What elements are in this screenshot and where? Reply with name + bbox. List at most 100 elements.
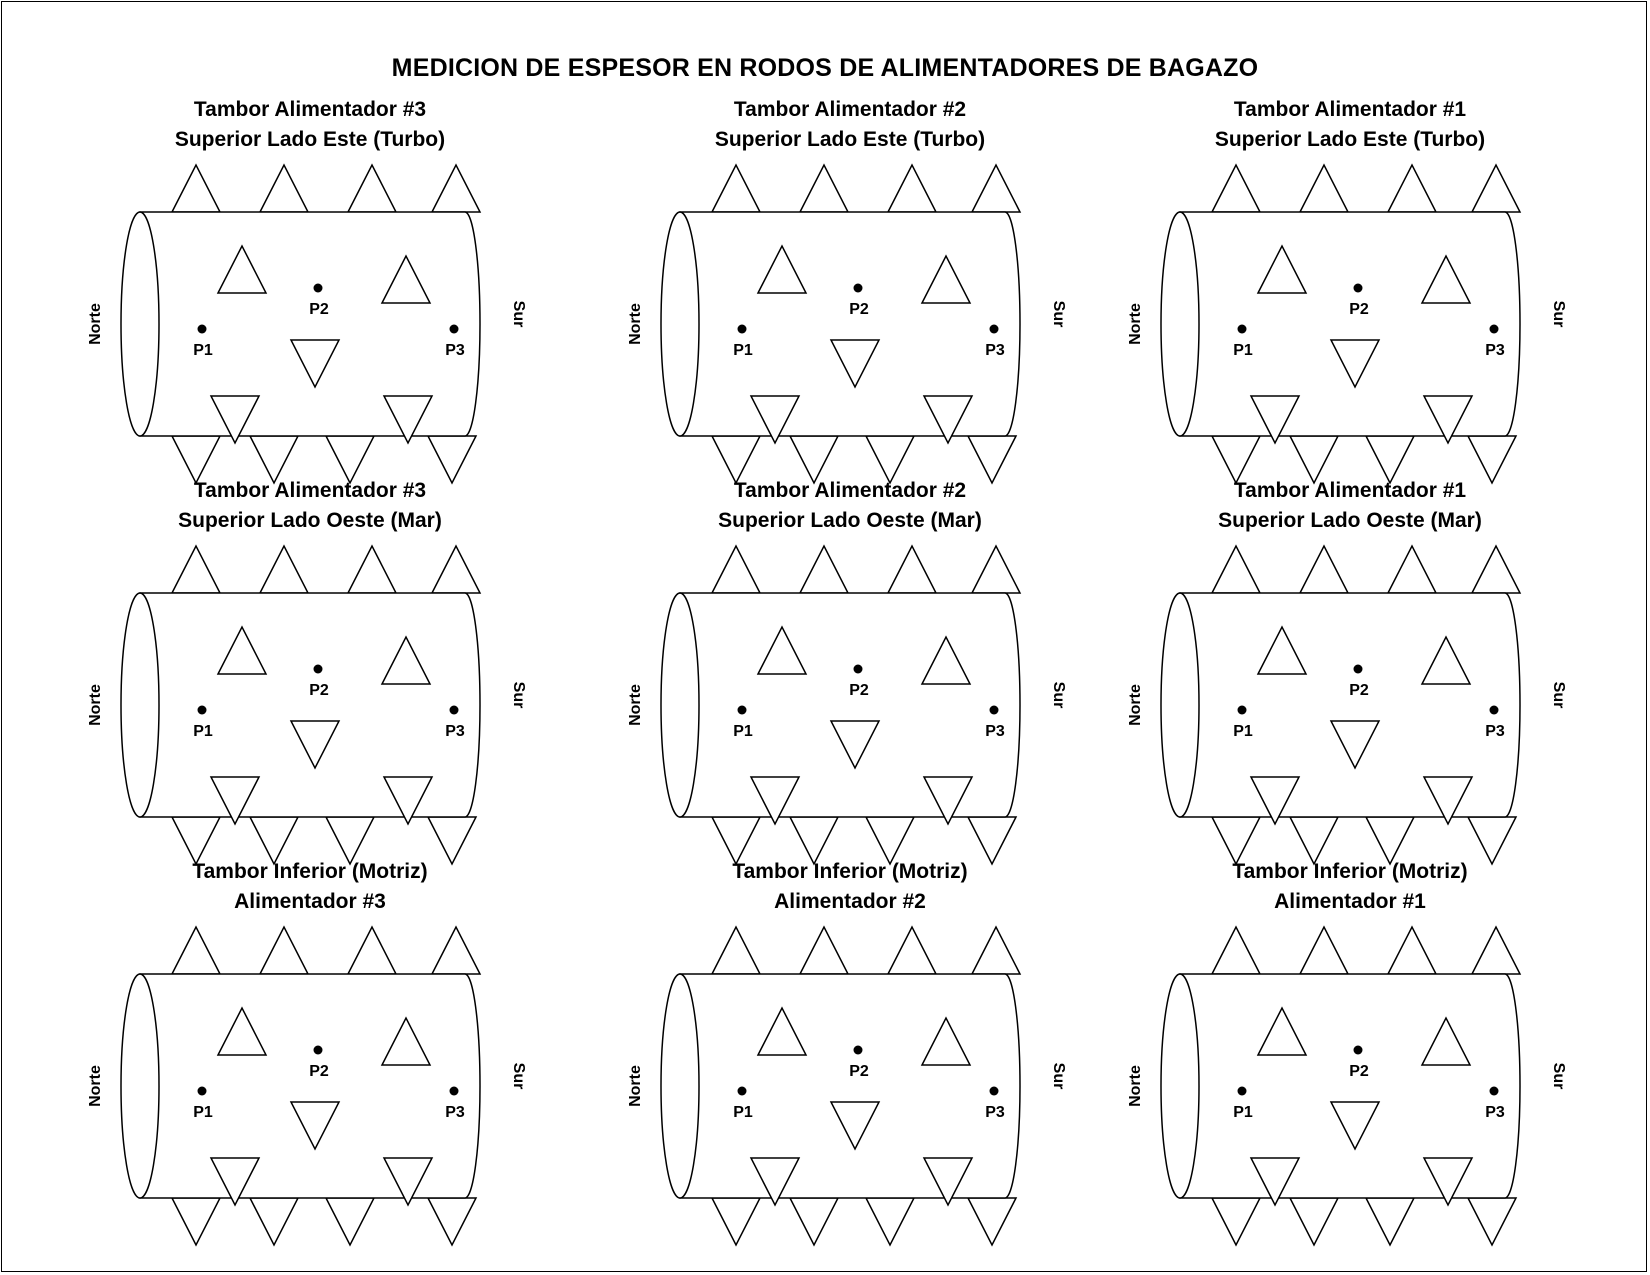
- drum-end-face: [660, 973, 700, 1199]
- surface-tooth-down: [289, 720, 341, 770]
- top-tooth: [1386, 544, 1438, 594]
- north-side-label: Norte: [627, 303, 644, 345]
- surface-tooth-down: [829, 339, 881, 389]
- top-tooth: [1298, 544, 1350, 594]
- bottom-tooth: [966, 1197, 1018, 1247]
- edge-tooth-down: [1249, 776, 1301, 826]
- measurement-point-label: P2: [1349, 1063, 1369, 1080]
- drum-subtitle: Superior Lado Este (Turbo): [715, 128, 985, 151]
- drum-title: Tambor Alimentador #2: [734, 98, 966, 121]
- measurement-point-label: P2: [1349, 682, 1369, 699]
- north-side-label: Norte: [87, 684, 104, 726]
- edge-tooth-down: [382, 776, 434, 826]
- surface-tooth-up: [920, 1016, 972, 1066]
- edge-tooth-down: [209, 1157, 261, 1207]
- measurement-point-label: P3: [445, 342, 465, 359]
- drum-subtitle: Superior Lado Oeste (Mar): [1218, 509, 1482, 532]
- bottom-tooth: [1210, 435, 1262, 485]
- measurement-point-marker: [313, 664, 323, 674]
- south-side-label: Sur: [1550, 682, 1567, 709]
- south-side-label: Sur: [1550, 1063, 1567, 1090]
- top-tooth: [430, 163, 482, 213]
- top-tooth: [710, 163, 762, 213]
- bottom-tooth: [426, 1197, 478, 1247]
- top-tooth: [1470, 925, 1522, 975]
- north-side-label: Norte: [1127, 684, 1144, 726]
- measurement-point-label: P2: [309, 1063, 329, 1080]
- top-tooth: [1386, 925, 1438, 975]
- north-side-label: Norte: [627, 1065, 644, 1107]
- top-tooth: [1298, 925, 1350, 975]
- measurement-point-marker: [313, 1045, 323, 1055]
- drum-title: Tambor Alimentador #3: [194, 98, 426, 121]
- drum-panel: Tambor Alimentador #1 Superior Lado Este …: [1127, 98, 1567, 485]
- north-side-label: Norte: [1127, 303, 1144, 345]
- top-tooth: [430, 925, 482, 975]
- measurement-point-label: P1: [193, 723, 213, 740]
- edge-tooth-down: [749, 776, 801, 826]
- edge-tooth-down: [922, 1157, 974, 1207]
- drum-end-face: [1160, 211, 1200, 437]
- south-side-label: Sur: [1050, 301, 1067, 328]
- drum-body: [139, 973, 481, 1199]
- bottom-tooth: [170, 816, 222, 866]
- measurement-point-marker: [1489, 705, 1499, 715]
- drum-end-face: [1160, 973, 1200, 1199]
- north-side-label: Norte: [1127, 1065, 1144, 1107]
- bottom-tooth: [1364, 1197, 1416, 1247]
- measurement-point-marker: [449, 324, 459, 334]
- drum-title: Tambor Alimentador #3: [194, 479, 426, 502]
- measurement-point-marker: [1353, 1045, 1363, 1055]
- drum-panel: Tambor Alimentador #2 Superior Lado Este …: [627, 98, 1067, 485]
- top-tooth: [346, 163, 398, 213]
- drum-subtitle: Superior Lado Este (Turbo): [175, 128, 445, 151]
- measurement-point-label: P2: [849, 1063, 869, 1080]
- drum-subtitle: Superior Lado Oeste (Mar): [178, 509, 442, 532]
- surface-tooth-down: [829, 1101, 881, 1151]
- measurement-point-label: P3: [985, 723, 1005, 740]
- measurement-point-label: P3: [1485, 723, 1505, 740]
- measurement-point-marker: [313, 283, 323, 293]
- surface-tooth-down: [289, 339, 341, 389]
- measurement-point-label: P3: [445, 723, 465, 740]
- top-tooth: [258, 163, 310, 213]
- north-side-label: Norte: [627, 684, 644, 726]
- top-tooth: [170, 544, 222, 594]
- measurement-point-marker: [989, 705, 999, 715]
- measurement-point-label: P2: [309, 682, 329, 699]
- measurement-point-label: P1: [1233, 342, 1253, 359]
- bottom-tooth: [1364, 816, 1416, 866]
- top-tooth: [1210, 544, 1262, 594]
- drum-subtitle: Superior Lado Este (Turbo): [1215, 128, 1485, 151]
- bottom-tooth: [1466, 435, 1518, 485]
- top-tooth: [886, 163, 938, 213]
- south-side-label: Sur: [510, 682, 527, 709]
- top-tooth: [710, 544, 762, 594]
- drum-title: Tambor Alimentador #2: [734, 479, 966, 502]
- drum-body: [139, 211, 481, 437]
- top-tooth: [1470, 544, 1522, 594]
- bottom-tooth: [788, 435, 840, 485]
- bottom-tooth: [1288, 816, 1340, 866]
- drum-panel: Tambor Alimentador #1 Superior Lado Oeste…: [1127, 479, 1567, 866]
- top-tooth: [886, 925, 938, 975]
- measurement-point-label: P1: [733, 1104, 753, 1121]
- measurement-point-label: P2: [849, 682, 869, 699]
- drum-panel: Tambor Inferior (Motriz) Alimentador #3 P1…: [87, 860, 527, 1247]
- drum-end-face: [120, 592, 160, 818]
- drum-end-face: [660, 211, 700, 437]
- bottom-tooth: [966, 816, 1018, 866]
- south-side-label: Sur: [510, 301, 527, 328]
- surface-tooth-up: [920, 254, 972, 304]
- surface-tooth-up: [1420, 254, 1472, 304]
- bottom-tooth: [324, 1197, 376, 1247]
- bottom-tooth: [788, 816, 840, 866]
- surface-tooth-up: [216, 1006, 268, 1056]
- surface-tooth-up: [1420, 635, 1472, 685]
- surface-tooth-up: [756, 244, 808, 294]
- edge-tooth-down: [382, 1157, 434, 1207]
- measurement-point-marker: [449, 1086, 459, 1096]
- drum-subtitle: Alimentador #1: [1274, 890, 1426, 913]
- surface-tooth-up: [380, 635, 432, 685]
